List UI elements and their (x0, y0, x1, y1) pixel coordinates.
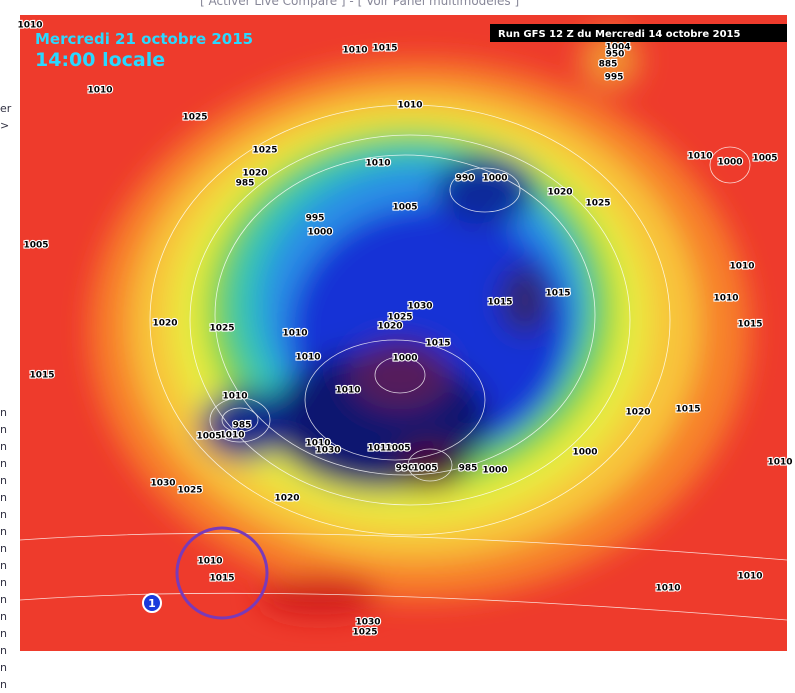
isobar-label: 1010 (219, 431, 244, 441)
isobar-label: 1025 (209, 324, 234, 334)
isobar-label: 1030 (315, 446, 340, 456)
isobar-label: 1015 (372, 44, 397, 54)
isobar-label: 1010 (282, 329, 307, 339)
isobar-label: 1015 (545, 289, 570, 299)
isobar-label: 1020 (547, 188, 572, 198)
isobar-label: 1025 (177, 486, 202, 496)
sidebar-text: n (0, 661, 7, 674)
highlight-circle (175, 526, 269, 620)
isobar-label: 1015 (425, 339, 450, 349)
isobar-label: 1020 (242, 169, 267, 179)
isobar-label: 1010 (365, 159, 390, 169)
isobar-label: 1010 (397, 101, 422, 111)
sidebar-text: n (0, 406, 7, 419)
run-box (490, 24, 787, 42)
isobar-label: 1005 (385, 444, 410, 454)
isobar-label: 1025 (352, 628, 377, 638)
sidebar-text: er (0, 102, 12, 115)
sidebar-text: n (0, 610, 7, 623)
isobar-label: 1020 (377, 322, 402, 332)
isobar-label: 1010 (737, 572, 762, 582)
isobar-label: 1015 (675, 405, 700, 415)
sidebar-text: n (0, 542, 7, 555)
marker-label: 1 (148, 597, 156, 610)
isobar-label: 1020 (152, 319, 177, 329)
isobar-label: 1010 (713, 294, 738, 304)
isobar-label: 1020 (274, 494, 299, 504)
sidebar-text: n (0, 440, 7, 453)
sidebar-text: n (0, 678, 7, 691)
isobar-label: 1010 (222, 392, 247, 402)
isobar-label: 995 (306, 214, 325, 224)
run-label: Run GFS 12 Z du Mercredi 14 octobre 2015 (498, 29, 740, 40)
isobar-label: 1015 (487, 298, 512, 308)
isobar-label: 1010 (729, 262, 754, 272)
isobar-label: 990 (396, 464, 415, 474)
isobar-label: 1000 (482, 466, 507, 476)
sidebar-text: n (0, 457, 7, 470)
sidebar-text: n (0, 525, 7, 538)
isobar-label: 1010 (687, 152, 712, 162)
isobar-label: 1010 (87, 86, 112, 96)
sidebar-text: > (0, 119, 10, 132)
isobar-label: 985 (459, 464, 478, 474)
isobar-label: 1004 (605, 43, 630, 53)
isobar-label: 1025 (182, 113, 207, 123)
isobar-label: 1000 (307, 228, 332, 238)
isobar-label: 1025 (252, 146, 277, 156)
isobar-label: 1005 (752, 154, 777, 164)
isobar-label: 885 (599, 60, 618, 70)
isobar-label: 1015 (209, 574, 234, 584)
sidebar-text: n (0, 576, 7, 589)
marker-badge[interactable] (142, 593, 162, 613)
sidebar-text: n (0, 593, 7, 606)
sidebar-text: n (0, 474, 7, 487)
isobar-label: 1005 (23, 241, 48, 251)
header-links[interactable]: [ Activer Live Compare ] - [ Voir Panel … (200, 0, 520, 8)
isobar-label: 1015 (29, 371, 54, 381)
isobar-label: 1000 (572, 448, 597, 458)
isobar-label: 1005 (412, 464, 437, 474)
isobar-label: 1010 (367, 444, 392, 454)
map-time: 14:00 locale (35, 49, 165, 71)
isobar-label: 1010 (335, 386, 360, 396)
isobar-label: 985 (233, 421, 252, 431)
isobar-label: 995 (605, 73, 624, 83)
isobar-label: 1005 (196, 432, 221, 442)
isobar-label: 1010 (767, 458, 792, 468)
isobar-label: 1015 (737, 320, 762, 330)
isobar-label: 1010 (197, 557, 222, 567)
isobar-label: 1030 (407, 302, 432, 312)
sidebar-text: n (0, 627, 7, 640)
pressure-field (20, 15, 787, 651)
isobar-label: 1010 (17, 21, 42, 31)
isobar-label: 1005 (392, 203, 417, 213)
isobar-label: 985 (236, 179, 255, 189)
isobar-label: 1030 (355, 618, 380, 628)
isobar-label: 1010 (655, 584, 680, 594)
isobar-label: 1010 (305, 439, 330, 449)
isobar-label: 1010 (342, 46, 367, 56)
isobar-label: 1030 (150, 479, 175, 489)
isobar-label: 990 (456, 174, 475, 184)
isobar-label: 1025 (387, 313, 412, 323)
isobar-label: 1000 (717, 158, 742, 168)
isobar-label: 1000 (482, 174, 507, 184)
isobar-label: 1010 (295, 353, 320, 363)
map-date: Mercredi 21 octobre 2015 (35, 30, 253, 48)
isobar-label: 1000 (392, 354, 417, 364)
isobar-label: 1020 (625, 408, 650, 418)
sidebar-text: n (0, 508, 7, 521)
isobar-label: 950 (606, 50, 625, 60)
isobar-label: 1025 (585, 199, 610, 209)
sidebar-text: n (0, 491, 7, 504)
sidebar-text: n (0, 423, 7, 436)
sidebar-text: n (0, 559, 7, 572)
